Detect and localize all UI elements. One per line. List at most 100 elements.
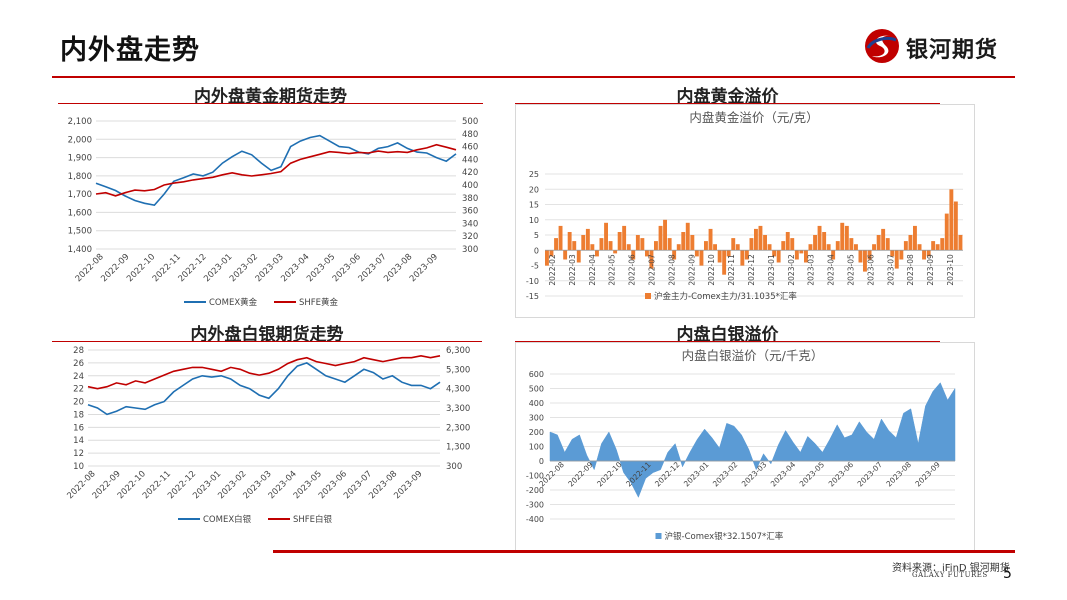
premium-bar	[835, 241, 840, 251]
x-tick-label: 2023-06	[827, 460, 856, 489]
y-right-tick-label: 360	[462, 207, 478, 217]
page-title: 内外盘走势	[60, 35, 200, 66]
x-tick-label: 2023-09	[913, 460, 942, 489]
premium-bar	[785, 232, 790, 251]
x-tick-label: 2023-07	[886, 254, 895, 286]
premium-bar	[563, 250, 568, 260]
y-right-tick-label: 6,300	[446, 346, 470, 356]
x-tick-label: 2022-05	[608, 254, 617, 286]
y-right-tick-label: 300	[446, 462, 462, 472]
panel-title: 内盘黄金溢价	[676, 87, 779, 107]
y-tick-label: 0	[534, 246, 539, 255]
series-line	[87, 354, 441, 390]
legend-swatch	[655, 533, 662, 539]
premium-bar	[704, 241, 708, 251]
series-line	[95, 143, 457, 197]
y-right-tick-label: 440	[462, 155, 478, 165]
premium-bar	[640, 238, 645, 251]
premium-bar	[572, 241, 577, 251]
x-tick-label: 2023-05	[798, 460, 827, 489]
premium-bar	[890, 250, 895, 257]
y-tick-label: 100	[529, 443, 544, 452]
page-number: 5	[1003, 566, 1012, 582]
y-left-tick-label: 2,000	[68, 135, 92, 145]
y-left-tick-label: 1,600	[68, 208, 92, 218]
premium-bar	[681, 232, 686, 251]
y-left-tick-label: 1,900	[68, 154, 92, 164]
y-left-tick-label: 1,700	[68, 190, 92, 200]
chart-title: 内盘白银溢价（元/千克）	[682, 348, 824, 363]
premium-bar	[608, 241, 613, 251]
y-tick-label: 500	[529, 385, 544, 394]
x-tick-label: 2023-06	[866, 254, 875, 286]
y-right-tick-label: 380	[462, 194, 478, 204]
premium-bar	[767, 244, 772, 251]
premium-bar	[576, 250, 581, 263]
premium-bar	[708, 228, 713, 251]
premium-bar	[567, 232, 572, 251]
panel-silver-trend: 内外盘白银期货走势 10 12 14 16 18 20 22 24 26 28 300 1,300 2,…	[52, 320, 482, 530]
premium-bar	[917, 244, 922, 251]
y-right-tick-label: 500	[462, 117, 478, 127]
premium-bar	[844, 225, 849, 251]
y-left-tick-label: 12	[73, 449, 84, 459]
premium-bar	[672, 250, 677, 260]
premium-bar	[549, 250, 554, 257]
y-left-tick-label: 24	[73, 372, 84, 382]
premium-bar	[617, 232, 622, 251]
x-tick-label: 2023-09	[392, 469, 424, 501]
x-tick-label: 2022-07	[647, 254, 656, 286]
y-left-tick-label: 10	[73, 462, 84, 472]
premium-bar	[813, 235, 817, 251]
premium-bar	[690, 235, 695, 251]
company-logo: 银河期货	[862, 26, 1022, 66]
chart-title: 内盘黄金溢价（元/克）	[689, 110, 818, 125]
y-right-tick-label: 460	[462, 143, 478, 153]
company-english-name: GALAXY FUTURES	[912, 571, 988, 579]
y-tick-label: -100	[526, 472, 544, 481]
premium-bar	[899, 250, 904, 260]
premium-bar	[554, 238, 558, 251]
y-right-tick-label: 3,300	[446, 404, 470, 414]
x-tick-label: 2022-08	[667, 254, 676, 286]
y-right-tick-label: 420	[462, 168, 478, 178]
y-right-tick-label: 480	[462, 130, 478, 140]
x-tick-label: 2023-07	[856, 460, 885, 489]
premium-bar	[758, 225, 763, 251]
premium-bar	[694, 250, 699, 257]
premium-bar	[908, 235, 913, 251]
logo-text: 银河期货	[906, 38, 999, 63]
header-divider	[52, 76, 1015, 78]
y-tick-label: 5	[534, 231, 539, 240]
y-left-tick-label: 14	[73, 436, 84, 446]
x-tick-label: 2023-09	[926, 254, 935, 286]
premium-bar	[881, 228, 886, 251]
premium-bar	[613, 250, 618, 254]
premium-bar	[626, 244, 631, 251]
y-left-tick-label: 26	[73, 359, 84, 369]
x-tick-label: 2022-04	[588, 254, 597, 286]
chart-frame	[515, 104, 975, 318]
premium-bar	[749, 238, 754, 251]
panel-title: 内盘白银溢价	[676, 325, 779, 345]
premium-bar	[722, 250, 727, 275]
y-left-tick-label: 1,800	[68, 172, 92, 182]
premium-bar	[913, 225, 917, 251]
premium-bar	[863, 250, 867, 272]
panel-title-underline	[52, 341, 482, 342]
premium-bar	[744, 250, 749, 260]
legend-label: 沪金主力-Comex主力/31.1035*汇率	[654, 291, 797, 302]
premium-bar	[854, 244, 858, 251]
y-right-tick-label: 300	[462, 245, 478, 255]
premium-bar	[858, 250, 863, 263]
x-tick-label: 2023-10	[946, 254, 955, 286]
y-tick-label: 15	[529, 201, 539, 210]
x-tick-label: 2022-03	[568, 254, 577, 286]
premium-bar	[754, 228, 758, 251]
premium-bar	[635, 235, 640, 251]
legend-label: SHFE黄金	[299, 297, 339, 308]
series-line	[87, 362, 441, 416]
premium-bar	[649, 250, 654, 269]
premium-bar	[645, 250, 649, 257]
y-right-tick-label: 5,300	[446, 365, 470, 375]
